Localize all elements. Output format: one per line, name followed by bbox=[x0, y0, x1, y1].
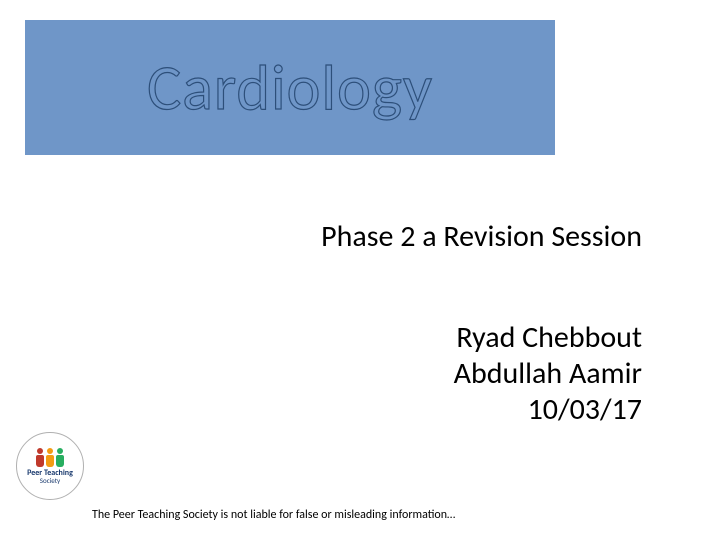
subtitle: Phase 2 a Revision Session bbox=[321, 218, 642, 255]
author-name-1: Ryad Chebbout bbox=[454, 320, 642, 356]
author-name-2: Abdullah Aamir bbox=[454, 356, 642, 392]
presentation-date: 10/03/17 bbox=[454, 392, 642, 428]
title-banner: Cardiology bbox=[25, 20, 555, 155]
disclaimer-text: The Peer Teaching Society is not liable … bbox=[92, 508, 455, 522]
logo-figures-icon bbox=[36, 448, 64, 467]
peer-teaching-logo: Peer Teaching Society bbox=[16, 432, 84, 500]
logo-text-line2: Society bbox=[40, 477, 60, 484]
authors-block: Ryad Chebbout Abdullah Aamir 10/03/17 bbox=[454, 320, 642, 428]
slide-title: Cardiology bbox=[147, 49, 433, 127]
